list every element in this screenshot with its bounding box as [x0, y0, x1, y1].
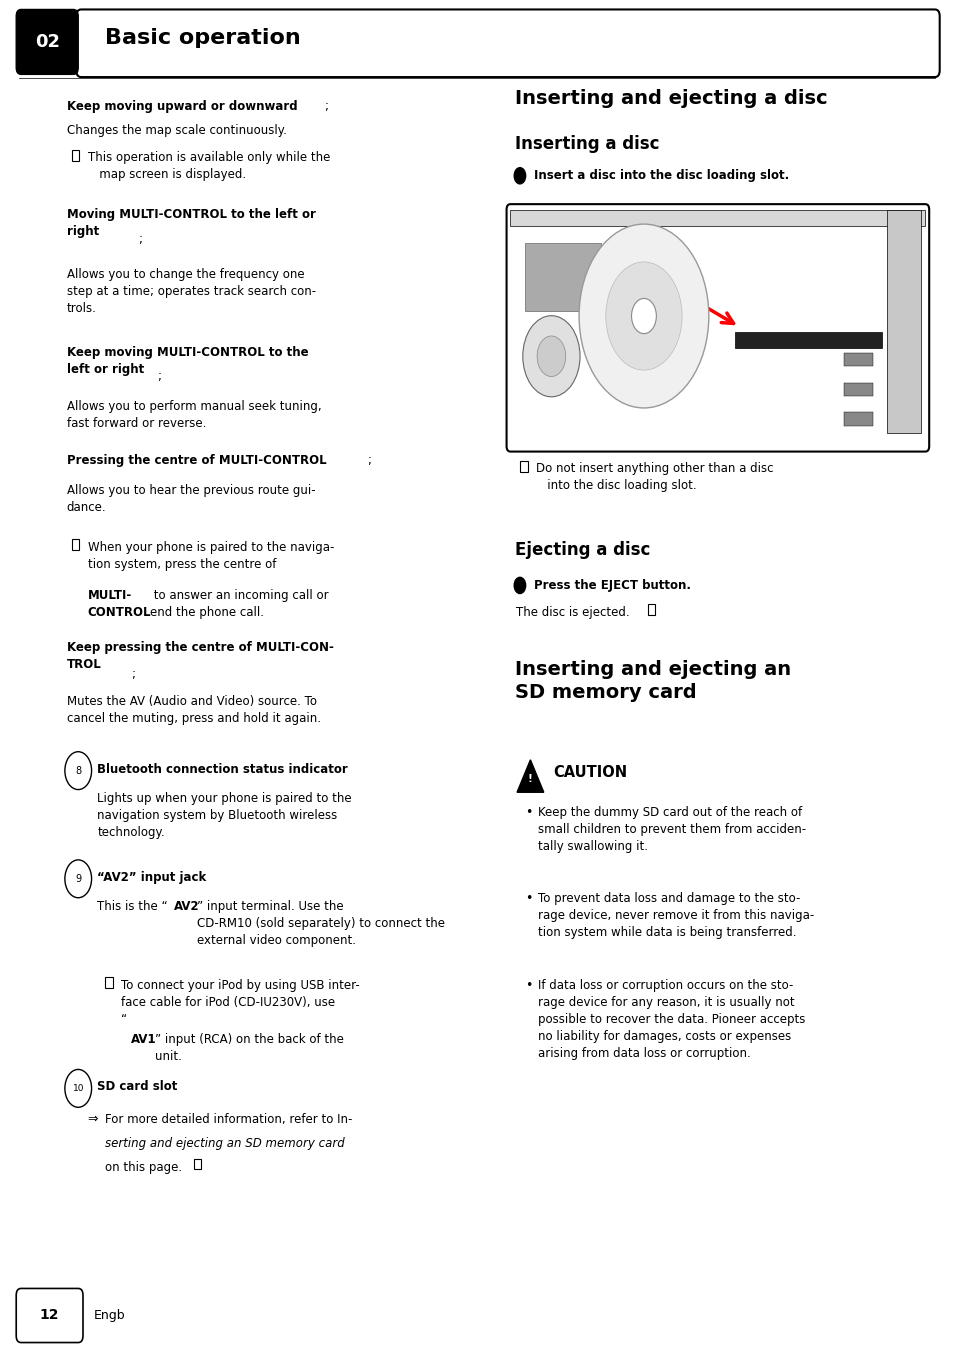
Text: Allows you to hear the previous route gui-
dance.: Allows you to hear the previous route gu… — [67, 484, 315, 514]
Text: Basic operation: Basic operation — [105, 28, 300, 47]
Bar — [647, 604, 655, 615]
Text: Engb: Engb — [93, 1309, 125, 1322]
Bar — [843, 383, 872, 396]
Text: Allows you to perform manual seek tuning,
fast forward or reverse.: Allows you to perform manual seek tuning… — [67, 400, 321, 430]
Text: This operation is available only while the
   map screen is displayed.: This operation is available only while t… — [88, 151, 330, 181]
Text: Do not insert anything other than a disc
   into the disc loading slot.: Do not insert anything other than a disc… — [536, 462, 773, 492]
Circle shape — [605, 262, 681, 370]
Circle shape — [522, 316, 579, 397]
Text: 9: 9 — [75, 873, 81, 884]
Text: •: • — [524, 892, 532, 906]
Text: Bluetooth connection status indicator: Bluetooth connection status indicator — [97, 763, 348, 776]
Text: This is the “: This is the “ — [97, 900, 168, 914]
Text: Inserting and ejecting an
SD memory card: Inserting and ejecting an SD memory card — [515, 660, 790, 702]
FancyBboxPatch shape — [76, 9, 939, 77]
Bar — [524, 243, 600, 311]
Bar — [734, 331, 882, 347]
Text: on this page.: on this page. — [105, 1161, 182, 1175]
Text: to answer an incoming call or
end the phone call.: to answer an incoming call or end the ph… — [150, 589, 328, 619]
Text: Ejecting a disc: Ejecting a disc — [515, 541, 650, 558]
Text: Keep pressing the centre of MULTI-CON-
TROL: Keep pressing the centre of MULTI-CON- T… — [67, 641, 334, 671]
Circle shape — [65, 1069, 91, 1107]
Text: 10: 10 — [72, 1084, 84, 1092]
Text: 02: 02 — [34, 32, 60, 51]
Polygon shape — [517, 760, 543, 792]
Text: Keep moving upward or downward: Keep moving upward or downward — [67, 100, 297, 114]
Text: Press the EJECT button.: Press the EJECT button. — [534, 579, 691, 592]
Text: SD card slot: SD card slot — [97, 1080, 177, 1094]
FancyBboxPatch shape — [16, 1288, 83, 1343]
Text: “AV2” input jack: “AV2” input jack — [97, 871, 207, 884]
Bar — [510, 210, 924, 226]
Text: ⇒: ⇒ — [88, 1113, 98, 1126]
Bar — [519, 461, 527, 472]
Text: Mutes the AV (Audio and Video) source. To
cancel the muting, press and hold it a: Mutes the AV (Audio and Video) source. T… — [67, 695, 320, 725]
Text: Lights up when your phone is paired to the
navigation system by Bluetooth wirele: Lights up when your phone is paired to t… — [97, 792, 352, 840]
Text: Inserting a disc: Inserting a disc — [515, 135, 659, 153]
Circle shape — [578, 224, 708, 408]
Circle shape — [514, 168, 525, 184]
Text: Inserting and ejecting a disc: Inserting and ejecting a disc — [515, 89, 827, 108]
Text: ;: ; — [138, 233, 142, 246]
Text: Changes the map scale continuously.: Changes the map scale continuously. — [67, 124, 286, 138]
Text: !: ! — [527, 773, 533, 784]
Bar — [71, 539, 79, 550]
Text: CAUTION: CAUTION — [553, 765, 627, 780]
Text: The disc is ejected.: The disc is ejected. — [516, 606, 629, 619]
Text: 8: 8 — [75, 765, 81, 776]
Text: ” input (RCA) on the back of the
unit.: ” input (RCA) on the back of the unit. — [154, 1033, 343, 1063]
Circle shape — [514, 577, 525, 594]
Text: To prevent data loss and damage to the sto-
rage device, never remove it from th: To prevent data loss and damage to the s… — [537, 892, 814, 940]
Text: Keep the dummy SD card out of the reach of
small children to prevent them from a: Keep the dummy SD card out of the reach … — [537, 806, 805, 853]
Bar — [843, 353, 872, 366]
Text: •: • — [524, 979, 532, 992]
Text: ;: ; — [157, 370, 161, 384]
Text: serting and ejecting an SD memory card: serting and ejecting an SD memory card — [105, 1137, 344, 1151]
Bar — [886, 210, 920, 433]
Text: •: • — [524, 806, 532, 819]
Text: Allows you to change the frequency one
step at a time; operates track search con: Allows you to change the frequency one s… — [67, 268, 315, 315]
Bar — [71, 150, 79, 161]
Circle shape — [65, 860, 91, 898]
Text: ” input terminal. Use the
CD-RM10 (sold separately) to connect the
external vide: ” input terminal. Use the CD-RM10 (sold … — [197, 900, 445, 948]
Text: ;: ; — [131, 668, 134, 681]
Text: Keep moving MULTI-CONTROL to the
left or right: Keep moving MULTI-CONTROL to the left or… — [67, 346, 308, 376]
Text: Chapter: Chapter — [38, 30, 77, 39]
Bar — [105, 977, 112, 988]
Bar — [843, 412, 872, 426]
FancyBboxPatch shape — [16, 9, 78, 74]
Text: ;: ; — [324, 100, 328, 114]
Text: If data loss or corruption occurs on the sto-
rage device for any reason, it is : If data loss or corruption occurs on the… — [537, 979, 804, 1060]
Text: AV2: AV2 — [173, 900, 199, 914]
FancyBboxPatch shape — [506, 204, 928, 452]
Text: For more detailed information, refer to In-: For more detailed information, refer to … — [105, 1113, 352, 1126]
Text: MULTI-
CONTROL: MULTI- CONTROL — [88, 589, 152, 619]
Text: AV1: AV1 — [131, 1033, 156, 1046]
Text: When your phone is paired to the naviga-
tion system, press the centre of: When your phone is paired to the naviga-… — [88, 541, 334, 571]
Circle shape — [631, 299, 656, 334]
Text: Pressing the centre of MULTI-CONTROL: Pressing the centre of MULTI-CONTROL — [67, 454, 326, 468]
Text: Moving MULTI-CONTROL to the left or
right: Moving MULTI-CONTROL to the left or righ… — [67, 208, 315, 238]
Text: ;: ; — [367, 454, 371, 468]
Text: Insert a disc into the disc loading slot.: Insert a disc into the disc loading slot… — [534, 169, 789, 183]
Circle shape — [537, 337, 565, 377]
Text: To connect your iPod by using USB inter-
face cable for iPod (CD-IU230V), use
“: To connect your iPod by using USB inter-… — [121, 979, 359, 1026]
Text: 12: 12 — [40, 1309, 59, 1322]
Circle shape — [65, 752, 91, 790]
Bar — [193, 1159, 201, 1169]
